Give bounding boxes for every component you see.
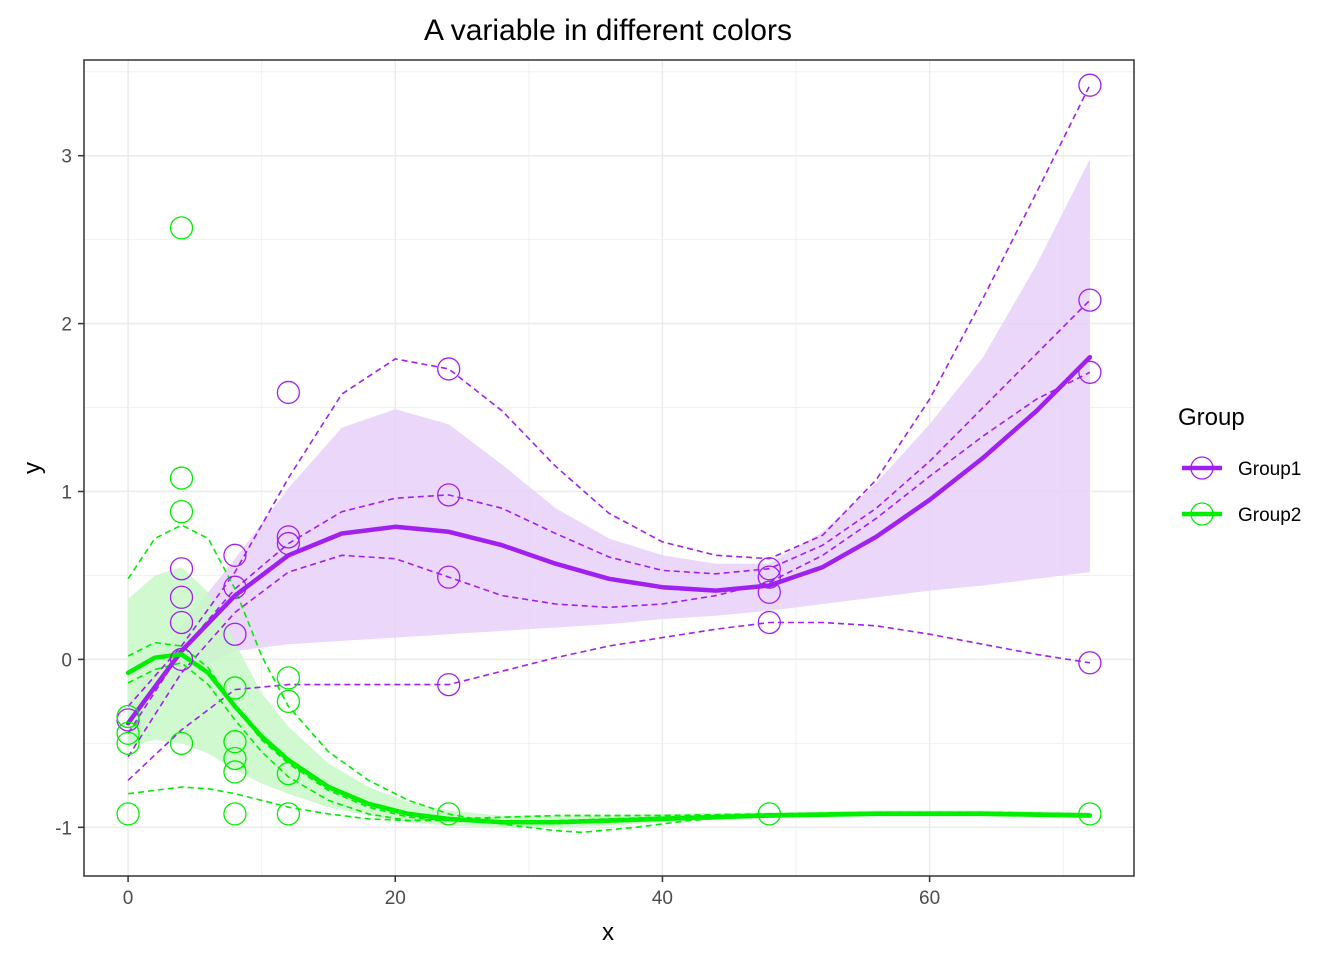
group1-point: [1078, 651, 1102, 675]
group1-point: [757, 610, 781, 635]
group2-point: [169, 466, 194, 490]
legend-keys: Group1 Group2: [1182, 456, 1301, 526]
group1-point: [169, 585, 194, 609]
y-axis: -1 0 1 2 3: [55, 147, 84, 839]
group1-point: [1078, 73, 1102, 97]
x-tick-label: 60: [919, 888, 940, 909]
group2-point: [169, 216, 194, 240]
group2-point: [116, 721, 140, 745]
group1-point: [276, 380, 301, 405]
group2-point: [169, 731, 194, 756]
group2-point: [1078, 802, 1102, 826]
legend-swatch-point: [1190, 502, 1214, 526]
legend-title: Group: [1178, 404, 1245, 431]
group1-point: [757, 580, 781, 604]
group2-point: [223, 802, 247, 826]
group1-dashed-line: [127, 299, 1091, 734]
group1-dashed-line: [127, 621, 1091, 781]
group2-point: [276, 761, 301, 786]
legend-swatch-point: [1190, 456, 1214, 480]
group2-point: [169, 500, 194, 524]
y-tick-label: 2: [61, 315, 72, 336]
group2-point: [116, 731, 140, 756]
plot-panel: [83, 59, 1135, 877]
group2-point: [276, 666, 301, 690]
group1-point: [1078, 288, 1102, 312]
group1-point: [437, 357, 461, 381]
group2-point: [757, 802, 781, 826]
group2-point: [116, 704, 140, 729]
group1-dashed-line: [127, 371, 1091, 758]
group1-dashed-line: [127, 84, 1091, 707]
legend-label: Group2: [1238, 505, 1301, 526]
group2-point: [276, 802, 301, 826]
group2-point: [276, 689, 301, 714]
group1-point: [276, 525, 301, 549]
y-tick-label: 0: [61, 650, 72, 671]
panel-border: [83, 59, 1135, 877]
group1-point: [276, 531, 301, 556]
group1-ribbon: [128, 159, 1090, 747]
group1-point: [437, 565, 461, 589]
group1-point: [1078, 360, 1102, 384]
group1-point: [169, 647, 194, 672]
smooth-lines: [125, 354, 1093, 825]
group2-point: [116, 802, 140, 826]
group2-smooth-line: [125, 652, 1093, 825]
y-tick-label: -1: [55, 818, 72, 839]
group1-smooth-line: [125, 354, 1093, 726]
group1-point: [169, 610, 194, 635]
group1-point: [223, 575, 247, 599]
group2-point: [223, 730, 247, 754]
x-tick-label: 0: [123, 888, 134, 909]
legend-label: Group1: [1238, 459, 1301, 480]
y-tick-label: 1: [61, 483, 72, 504]
x-tick-label: 20: [385, 888, 406, 909]
data-points: [116, 73, 1102, 826]
x-axis: 0 20 40 60: [123, 876, 940, 909]
x-axis-title: x: [602, 919, 614, 946]
group1-point: [757, 557, 781, 581]
chart-title: A variable in different colors: [424, 14, 792, 47]
y-axis-title: y: [19, 462, 46, 474]
legend-item-group2: Group2: [1182, 502, 1301, 526]
group1-point: [757, 565, 781, 589]
group2-point: [223, 676, 247, 700]
group2-point: [223, 760, 247, 784]
group2-point: [223, 746, 247, 771]
group1-point: [223, 543, 247, 567]
legend: Group Group1 Group2: [1178, 404, 1301, 526]
group1-point: [437, 483, 461, 507]
confidence-ribbons: [128, 159, 1090, 828]
legend-item-group1: Group1: [1182, 456, 1301, 480]
group1-point: [223, 622, 247, 646]
y-tick-label: 3: [61, 147, 72, 168]
group1-point: [437, 672, 461, 697]
x-tick-label: 40: [652, 888, 673, 909]
group1-point: [169, 557, 194, 581]
group2-point: [437, 802, 461, 826]
